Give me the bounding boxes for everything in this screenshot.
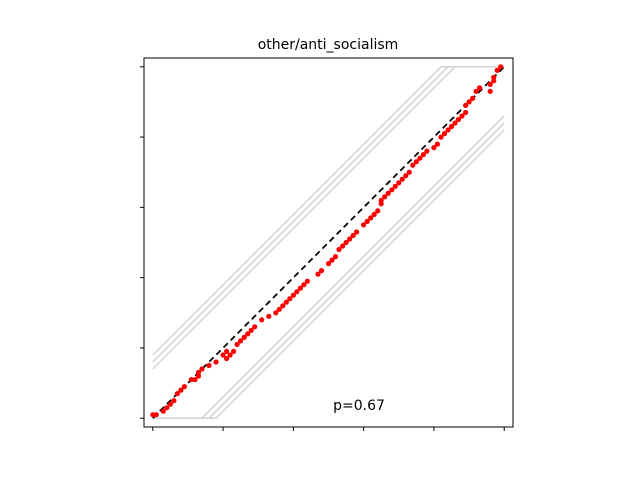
- data-point-25: [245, 331, 251, 337]
- data-point-82: [466, 99, 472, 105]
- data-point-42: [325, 261, 332, 267]
- data-point-75: [445, 127, 451, 133]
- data-point-23: [238, 338, 244, 344]
- p-value-annotation: p=0.67: [333, 398, 385, 414]
- data-point-8: [178, 387, 184, 393]
- data-point-2: [153, 412, 159, 418]
- data-point-79: [459, 113, 465, 119]
- data-point-78: [455, 116, 462, 123]
- data-point-84: [473, 88, 479, 94]
- data-point-87: [487, 81, 493, 87]
- data-point-5: [167, 401, 173, 407]
- data-point-69: [420, 152, 426, 158]
- data-point-71: [431, 145, 437, 151]
- data-points: [150, 64, 504, 418]
- data-point-61: [392, 183, 398, 189]
- data-point-44: [332, 254, 339, 260]
- data-point-43: [329, 257, 335, 263]
- data-point-39: [304, 278, 310, 284]
- data-point-40: [315, 271, 321, 277]
- data-point-34: [287, 296, 293, 302]
- data-point-80: [463, 109, 469, 116]
- data-point-27: [252, 324, 258, 330]
- data-point-33: [283, 299, 289, 305]
- data-point-36: [294, 289, 300, 295]
- band-line-lower-3: [152, 129, 505, 419]
- data-point-17: [220, 352, 226, 358]
- x-axis-ticks: [152, 427, 505, 431]
- data-point-38: [301, 282, 307, 288]
- data-point-60: [389, 187, 395, 193]
- data-point-14: [199, 366, 205, 372]
- data-point-64: [403, 173, 409, 179]
- data-point-37: [297, 285, 303, 291]
- data-point-28: [259, 317, 265, 323]
- data-point-24: [241, 334, 247, 340]
- data-point-68: [417, 155, 423, 161]
- data-point-62: [396, 180, 402, 186]
- data-point-22: [234, 341, 240, 347]
- y-axis-ticks: [140, 66, 144, 419]
- band-line-upper-3: [152, 66, 505, 356]
- data-point-67: [413, 159, 419, 165]
- data-point-52: [364, 218, 370, 224]
- data-point-57: [378, 197, 384, 203]
- data-point-16: [213, 359, 219, 365]
- data-point-20: [227, 352, 233, 358]
- data-point-45: [336, 246, 342, 253]
- data-point-86: [487, 88, 493, 94]
- data-point-74: [441, 131, 448, 137]
- axes-frame: [143, 57, 514, 428]
- data-point-11: [192, 377, 198, 383]
- data-point-83: [470, 95, 476, 101]
- data-point-66: [410, 162, 416, 168]
- confidence-band: [152, 66, 505, 419]
- data-point-31: [276, 306, 282, 312]
- data-point-10: [188, 377, 194, 383]
- data-point-49: [350, 232, 356, 239]
- data-point-32: [280, 303, 286, 309]
- data-point-53: [368, 215, 374, 221]
- data-point-30: [273, 310, 279, 316]
- data-point-63: [399, 176, 405, 182]
- data-point-65: [406, 169, 412, 175]
- data-point-46: [340, 243, 346, 249]
- data-point-18: [224, 348, 230, 354]
- data-point-19: [224, 355, 230, 362]
- data-point-73: [438, 134, 444, 140]
- data-point-90: [494, 67, 500, 73]
- data-point-29: [266, 313, 272, 319]
- data-point-35: [290, 292, 296, 298]
- data-point-77: [452, 120, 458, 126]
- data-point-50: [354, 229, 360, 235]
- data-point-81: [463, 102, 469, 108]
- chart-title: other/anti_socialism: [258, 37, 399, 53]
- data-point-51: [361, 222, 367, 228]
- data-point-3: [160, 408, 166, 414]
- data-point-85: [477, 85, 483, 91]
- data-point-48: [347, 236, 353, 242]
- data-point-54: [371, 211, 377, 217]
- data-point-91: [498, 64, 504, 70]
- data-point-26: [248, 327, 254, 333]
- data-point-4: [164, 405, 170, 411]
- reference-diagonal-line: [152, 66, 505, 419]
- data-point-9: [181, 384, 187, 390]
- data-point-15: [206, 362, 212, 369]
- data-point-7: [174, 391, 180, 397]
- data-point-6: [171, 398, 177, 404]
- data-point-21: [231, 348, 237, 354]
- data-point-59: [385, 190, 391, 196]
- data-point-47: [343, 239, 349, 246]
- data-point-72: [434, 141, 440, 147]
- data-point-13: [195, 369, 202, 376]
- data-point-58: [382, 194, 388, 200]
- data-point-70: [424, 148, 430, 154]
- data-point-76: [448, 123, 455, 130]
- data-point-55: [375, 208, 381, 214]
- data-point-41: [318, 268, 325, 274]
- data-point-89: [491, 74, 497, 80]
